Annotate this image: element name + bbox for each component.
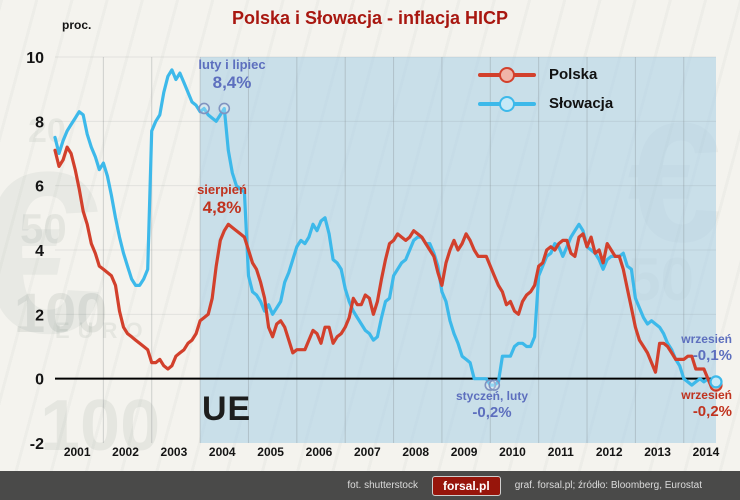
y-axis-unit-label: proc. [62, 18, 92, 32]
y-tick-label: 0 [35, 372, 44, 389]
source-credits: graf. forsal.pl; źródło: Bloomberg, Euro… [514, 480, 702, 491]
legend-item-slowacja: Słowacja [478, 89, 613, 118]
x-tick-label: 2014 [693, 445, 720, 459]
legend: Polska Słowacja [478, 60, 613, 118]
x-tick-label: 2006 [306, 445, 333, 459]
annotation-slovakia-low: styczeń, luty -0,2% [430, 389, 554, 421]
x-tick-label: 2002 [112, 445, 139, 459]
footer-bar: fot. shutterstock forsal.pl graf. forsal… [0, 471, 740, 500]
highlight-point [484, 379, 497, 391]
x-tick-label: 2010 [499, 445, 526, 459]
annotation-value: 8,4% [212, 72, 252, 92]
legend-label-polska: Polska [549, 66, 598, 83]
y-tick-label: -2 [30, 436, 44, 453]
x-tick-label: 2005 [257, 445, 284, 459]
x-tick-label: 2001 [64, 445, 91, 459]
inflation-chart: -2 0 2 4 6 8 10 2001 2002 2003 2004 2005 2006 2007 200… [26, 50, 723, 459]
y-tick-label: 10 [26, 50, 44, 67]
banknote-50-decor: 50 [20, 205, 67, 253]
legend-item-polska: Polska [478, 60, 613, 89]
polska-line-marker [478, 66, 536, 83]
annotation-value: -0,2% [692, 402, 732, 420]
photo-credit: fot. shutterstock [347, 480, 418, 491]
forsal-logo: forsal.pl [432, 475, 501, 496]
banknote-100-decor: 100 [40, 385, 160, 467]
annotation-text: sierpień [197, 182, 247, 197]
annotation-value: -0,2% [472, 403, 512, 421]
y-tick-label: 4 [35, 243, 44, 260]
x-tick-label: 2008 [402, 445, 429, 459]
annotation-text: luty i lipiec [198, 57, 266, 72]
y-tick-label: 2 [35, 307, 44, 324]
y-tick-label: 8 [35, 114, 44, 131]
x-tick-label: 2013 [644, 445, 671, 459]
series-line-slowacja [53, 68, 718, 387]
annotation-text: wrzesień [681, 388, 732, 402]
x-tick-label: 2003 [161, 445, 188, 459]
x-tick-label: 2009 [451, 445, 478, 459]
eu-region-label: UE [202, 390, 252, 428]
annotation-slovakia-peak: luty i lipiec 8,4% [172, 57, 292, 92]
banknote-20-decor: 20 [28, 112, 66, 151]
y-tick-label: 6 [35, 179, 44, 196]
end-marker-slowacja [709, 375, 723, 389]
annotation-poland-peak: sierpień 4,8% [160, 182, 284, 217]
annotation-value: 4,8% [202, 197, 242, 217]
euro-text-decor: EURO [55, 318, 151, 344]
slowacja-line-marker [478, 95, 536, 112]
annotation-value: -0,1% [692, 346, 732, 364]
legend-label-slowacja: Słowacja [549, 95, 614, 112]
highlight-point [218, 102, 231, 115]
series-line-polska [53, 145, 718, 390]
highlight-point [198, 102, 210, 115]
annotation-poland-latest: wrzesień -0,2% [628, 388, 732, 420]
euro-symbol-decor: € [0, 120, 103, 385]
page-title: Polska i Słowacja - inflacja HICP [231, 8, 509, 28]
x-tick-label: 2004 [209, 445, 236, 459]
annotation-slovakia-latest: wrzesień -0,1% [628, 332, 732, 364]
x-tick-label: 2012 [596, 445, 623, 459]
x-tick-label: 2007 [354, 445, 381, 459]
highlight-point [488, 379, 501, 391]
annotation-text: styczeń, luty [455, 389, 529, 403]
x-tick-label: 2011 [548, 445, 574, 459]
banknote-100-decor: 100 [14, 280, 107, 345]
annotation-text: wrzesień [681, 332, 732, 346]
